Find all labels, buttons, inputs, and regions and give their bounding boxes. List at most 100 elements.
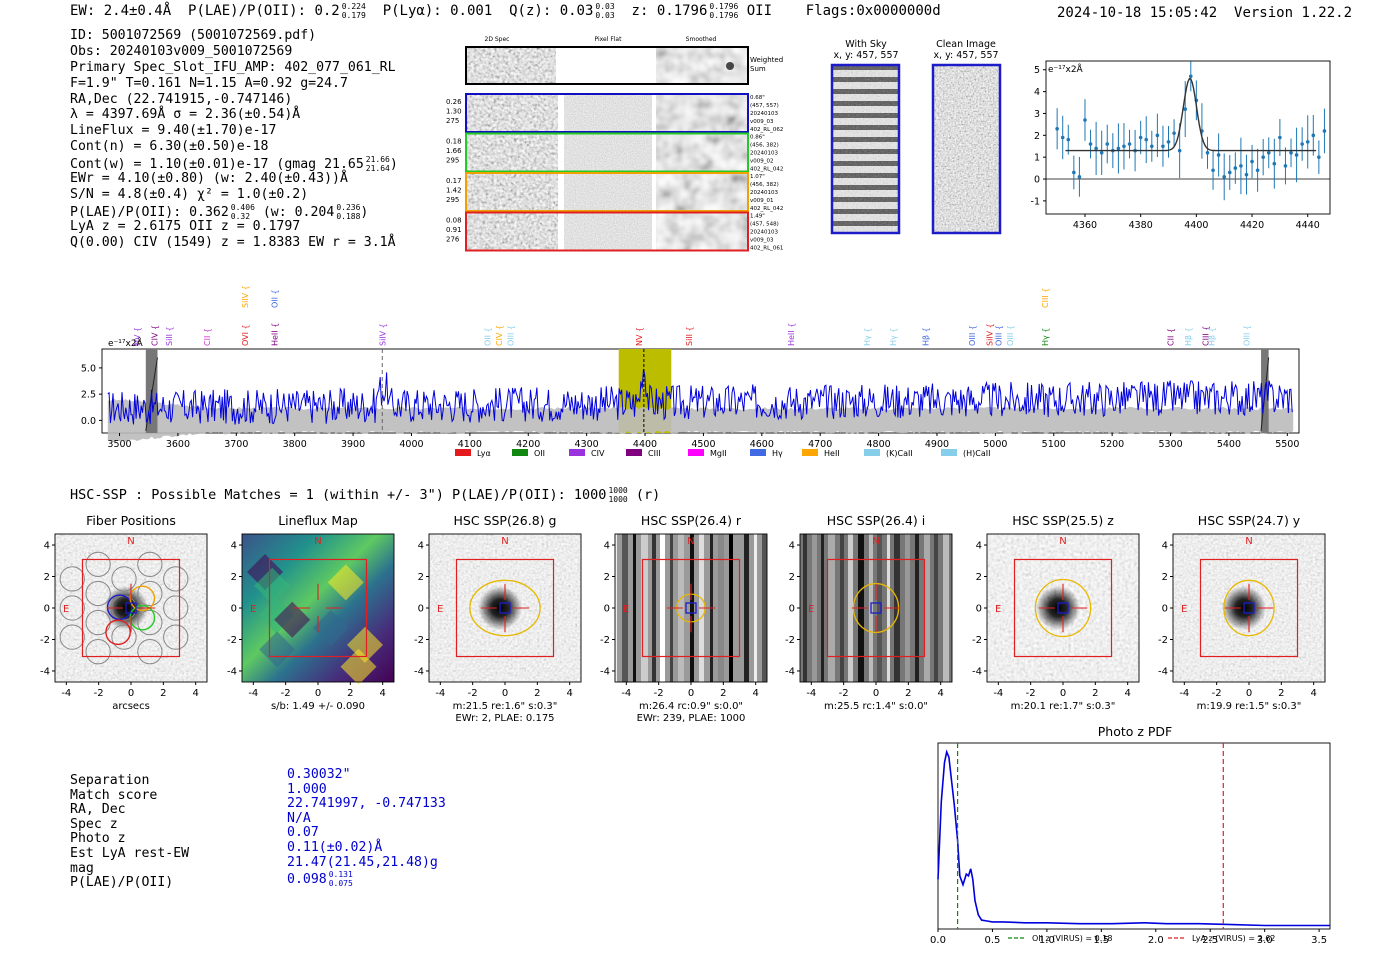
hsc-xtick-5-0: -4 xyxy=(993,688,1003,699)
fiber-15 xyxy=(59,566,85,592)
fit-xtick-label-4: 4440 xyxy=(1296,220,1320,231)
fit-point-9 xyxy=(1105,142,1110,146)
info-plae-w-lo: 0.188 xyxy=(336,211,361,221)
match-value-score: 1.000 xyxy=(287,781,327,797)
fit-point-34 xyxy=(1244,172,1249,177)
line-label-0: NV { xyxy=(133,327,142,346)
cutout-flat-2 xyxy=(564,173,652,211)
legend-label-4: MgII xyxy=(710,449,727,458)
line-label-6: HeII { xyxy=(270,323,279,346)
fit-point-45 xyxy=(1305,140,1310,144)
spec-ytick-label-0: 0.0 xyxy=(81,416,96,427)
sky-images: With Sky x, y: 457, 557 Clean Image x, y… xyxy=(830,39,1002,235)
match-value-specz: N/A xyxy=(287,810,311,826)
spec-xtick-label-6: 4100 xyxy=(458,439,482,450)
hsc-ytick-4-3: 2 xyxy=(789,572,795,583)
match-label-mag: mag xyxy=(70,860,94,876)
line-label-11: OIII { xyxy=(507,325,516,346)
hsc-panel-2: HSC SSP(26.8) g N E -4 -4 -2 -2 0 0 2 2 4 4 m:21.5 re… xyxy=(414,513,582,723)
hsc-ytick-2-1: -2 xyxy=(414,635,424,646)
hsc-panel-1: Lineflux Map N E -4 -4 -2 -2 0 0 2 2 4 4 s/b: 1.49 +/… xyxy=(227,513,395,712)
spec-xtick-label-8: 4300 xyxy=(575,439,599,450)
legend-label-1: OII xyxy=(534,449,545,458)
east-label-3: E xyxy=(623,604,629,615)
line-label-5: SiIV { xyxy=(241,285,250,308)
fiber-11 xyxy=(85,551,111,577)
legend-swatch-1 xyxy=(512,449,528,456)
hsc-xtick-3-4: 4 xyxy=(752,688,758,699)
fit-point-31 xyxy=(1227,170,1232,175)
hsc-caption-3: m:26.4 rc:0.9" s:0.0" xyxy=(639,701,743,712)
cutout-right-3-1: (457, 548) xyxy=(750,222,779,228)
hsc-xtick-5-4: 4 xyxy=(1124,688,1130,699)
hsc-ytick-2-3: 2 xyxy=(418,572,424,583)
fit-ytick-label-6: 5 xyxy=(1034,65,1040,76)
hsc-title-0: Fiber Positions xyxy=(86,513,176,528)
cutout-left-3-1: 0.91 xyxy=(446,226,462,234)
hsc-xtick-5-3: 2 xyxy=(1092,688,1098,699)
info-sn: S/N = 4.8(±0.4) χ² = 1.0(±0.2) xyxy=(70,186,309,202)
fiber-14 xyxy=(163,566,189,592)
photoz-xtick-label-1: 0.5 xyxy=(984,935,1000,946)
hsc-xtick-1-4: 4 xyxy=(379,688,385,699)
hsc-xtick-6-4: 4 xyxy=(1310,688,1316,699)
photoz-xtick-label-5: 2.5 xyxy=(1202,935,1218,946)
search-box-2 xyxy=(455,558,555,658)
hsc-caption-5: m:20.1 re:1.7" s:0.3" xyxy=(1011,701,1116,712)
hsc-ytick-4-4: 4 xyxy=(789,541,795,552)
hsc-xtick-2-1: -2 xyxy=(468,688,478,699)
cutout-smooth-2 xyxy=(656,173,748,211)
cutout-smooth-1 xyxy=(656,133,748,172)
fiber-highlight-1 xyxy=(129,604,156,631)
match-value-separation: 0.30032" xyxy=(287,767,351,782)
cutout-left-1-2: 295 xyxy=(446,157,459,165)
spec-xtick-label-20: 5500 xyxy=(1275,439,1299,450)
cutout-flat-1 xyxy=(564,133,652,172)
search-box-4 xyxy=(826,558,926,658)
hsc-ytick-2-0: -4 xyxy=(414,666,424,677)
header-summary: EW: 2.4±0.4Å P(LAE)/P(OII): 0.2 0.224 0.17… xyxy=(70,2,941,20)
hsc-xtick-0-2: 0 xyxy=(128,688,134,699)
north-label-0: N xyxy=(127,536,134,547)
fiber-8 xyxy=(163,595,189,621)
hsc-caption-4: m:25.5 rc:1.4" s:0.0" xyxy=(824,701,928,712)
line-label-14: HeII { xyxy=(787,323,796,346)
hsc-xtick-6-0: -4 xyxy=(1179,688,1189,699)
photoz-legend-label-0: OII z (VIRUS) = 0.18 xyxy=(1032,934,1112,943)
hsc-caption2-2: EWr: 2, PLAE: 0.175 xyxy=(455,713,554,723)
cutout-right-3-4: 402_RL_061 xyxy=(750,246,783,252)
cutout-left-0-2: 275 xyxy=(446,117,459,125)
aperture-ellipse-2 xyxy=(469,579,541,637)
fiber-4 xyxy=(137,580,163,607)
hsc-panel-3: HSC SSP(26.4) r N E -4 -4 -2 -2 0 0 2 2 4 4 m:26.4 rc… xyxy=(600,513,768,723)
hsc-panel-5: HSC SSP(25.5) z N E -4 -4 -2 -2 0 0 2 2 4 4 m:20.1 re… xyxy=(972,513,1140,712)
spectrum-legend: Lyα OII CIV CIII MgII Hγ HeII (K)CaII (H)CaII xyxy=(455,449,990,458)
hsc-ytick-3-1: -2 xyxy=(600,635,610,646)
fiber-6 xyxy=(111,566,137,592)
fiber-highlight-0 xyxy=(106,594,133,621)
fit-point-28 xyxy=(1211,168,1215,173)
fit-xtick-label-1: 4380 xyxy=(1129,220,1153,231)
hsc-xtick-3-0: -4 xyxy=(621,688,631,699)
target-marker-2 xyxy=(499,602,511,614)
target-marker-0 xyxy=(125,602,137,614)
north-label-6: N xyxy=(1245,536,1252,547)
hsc-xtick-1-2: 0 xyxy=(315,688,321,699)
fiber-12 xyxy=(137,551,163,577)
info-lambda: λ = 4397.69Å σ = 2.36(±0.54)Å xyxy=(70,107,301,123)
clean-coords: x, y: 457, 557 xyxy=(933,50,998,61)
cutout-left-1-0: 0.18 xyxy=(446,138,462,146)
emission-line-markers: NV {CIV {SiII {CII {OVI {SiIV {HeII {OII… xyxy=(133,285,1251,346)
fit-point-35 xyxy=(1250,159,1254,164)
spec-xtick-label-7: 4200 xyxy=(516,439,540,450)
hsc-title-3: HSC SSP(26.4) r xyxy=(641,513,742,528)
search-box-6 xyxy=(1199,558,1299,658)
cutout-2d-2 xyxy=(466,173,558,211)
line-label-26: CIII { xyxy=(1202,326,1211,346)
hsc-ytick-5-0: -4 xyxy=(972,666,982,677)
hsc-ytick-6-3: 2 xyxy=(1162,572,1168,583)
line-label-3: CII { xyxy=(203,328,212,346)
fit-ytick-label-3: 2 xyxy=(1034,131,1040,142)
line-label-4: OVI { xyxy=(241,324,250,346)
